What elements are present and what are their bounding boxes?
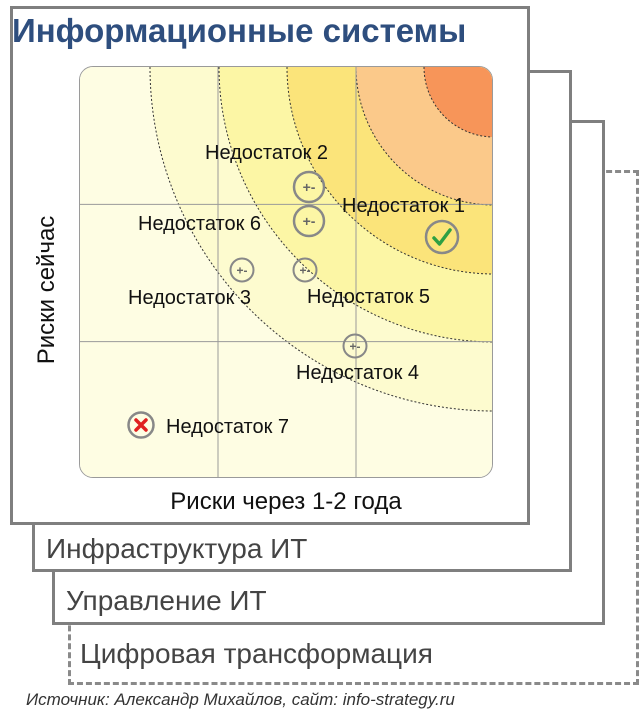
layer-label-management: Управление ИТ bbox=[66, 585, 267, 616]
svg-text:+-: +- bbox=[299, 264, 310, 278]
y-axis-label: Риски сейчас bbox=[33, 215, 60, 365]
diagram-title: Информационные системы bbox=[12, 12, 467, 49]
marker-4-label: Недостаток 4 bbox=[296, 362, 420, 384]
risk-zones bbox=[80, 67, 492, 477]
risk-matrix bbox=[79, 66, 493, 478]
x-axis-label: Риски через 1-2 года bbox=[170, 488, 402, 515]
layer-label-digital: Цифровая трансформация bbox=[80, 638, 433, 669]
marker-3-plus-minus-icon: +- bbox=[229, 257, 255, 288]
marker-2-plus-minus-icon: +- bbox=[292, 170, 326, 209]
marker-4-plus-minus-icon: +- bbox=[342, 333, 368, 364]
svg-text:+-: +- bbox=[236, 264, 247, 278]
marker-6-plus-minus-icon: +- bbox=[292, 204, 326, 243]
marker-2-label: Недостаток 2 bbox=[205, 142, 329, 164]
svg-text:+-: +- bbox=[303, 179, 316, 195]
marker-6-label: Недостаток 6 bbox=[138, 213, 262, 235]
source-note: Источник: Александр Михайлов, сайт: info… bbox=[26, 690, 455, 709]
marker-5-label: Недостаток 5 bbox=[307, 286, 431, 308]
marker-3-label: Недостаток 3 bbox=[128, 287, 252, 309]
marker-5-plus-minus-icon: +- bbox=[292, 257, 318, 288]
marker-1-label: Недостаток 1 bbox=[342, 195, 466, 217]
svg-text:+-: +- bbox=[303, 213, 316, 229]
marker-1-check-icon bbox=[424, 219, 460, 260]
svg-text:+-: +- bbox=[349, 340, 360, 354]
marker-7-cross-icon bbox=[127, 411, 155, 444]
layer-label-infrastructure: Инфраструктура ИТ bbox=[46, 533, 308, 564]
marker-7-label: Недостаток 7 bbox=[166, 416, 290, 438]
